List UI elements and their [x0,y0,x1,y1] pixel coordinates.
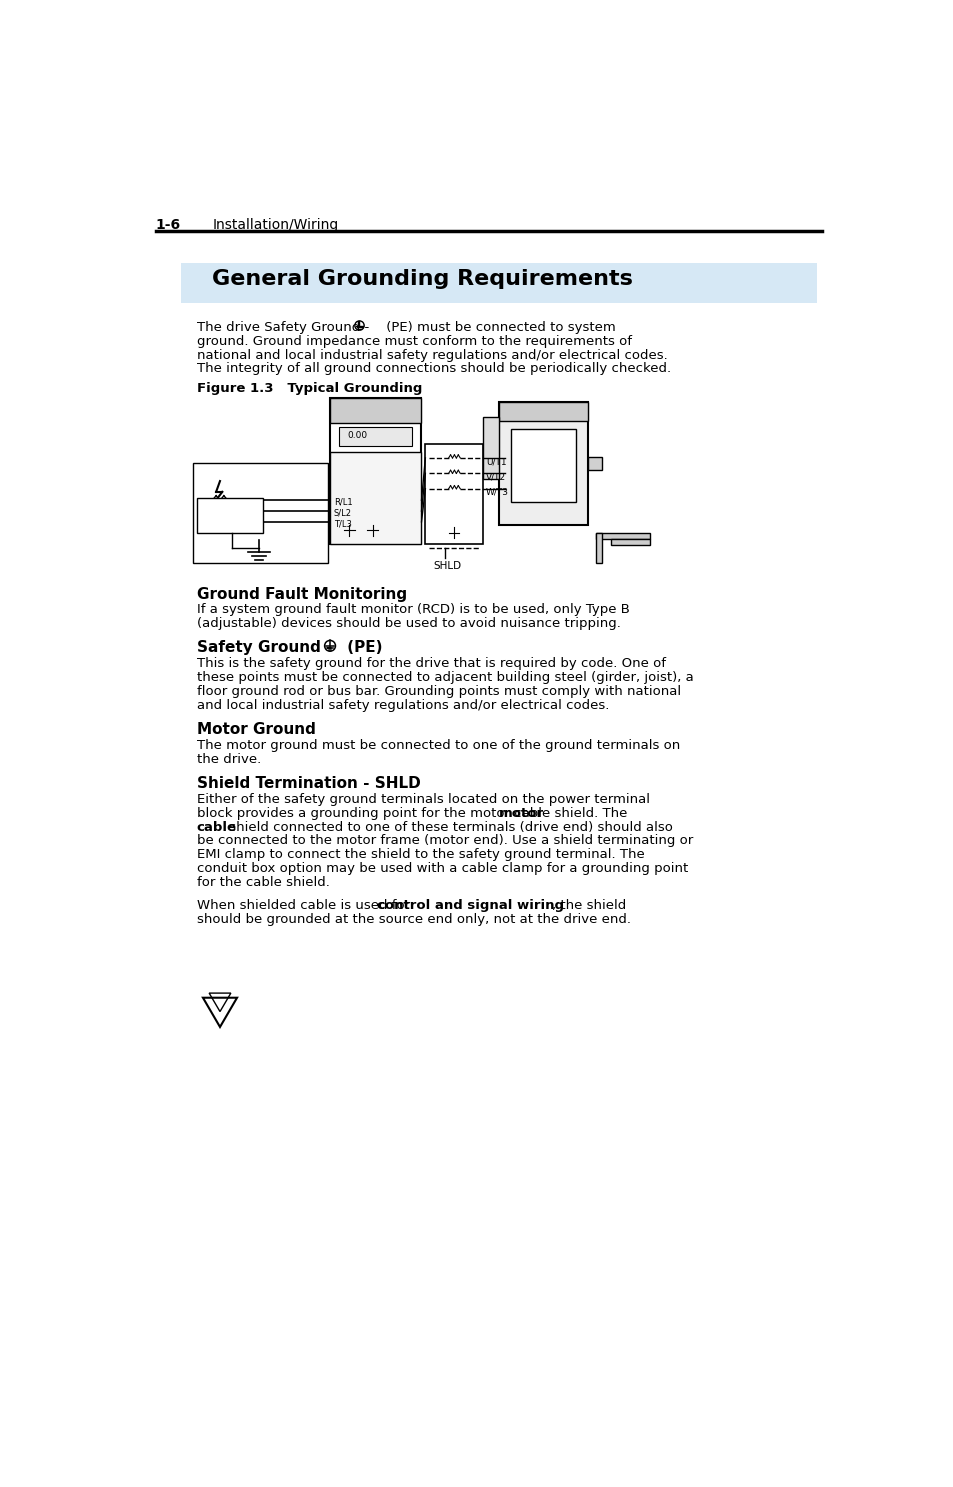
Text: the drive.: the drive. [196,752,261,766]
Text: conduit box option may be used with a cable clamp for a grounding point: conduit box option may be used with a ca… [196,862,687,876]
Circle shape [324,641,335,651]
Text: be connected to the motor frame (motor end). Use a shield terminating or: be connected to the motor frame (motor e… [196,834,692,848]
Text: R/L1: R/L1 [334,498,353,507]
Circle shape [207,510,217,520]
Circle shape [355,321,364,330]
Circle shape [332,434,338,440]
Bar [510,428,576,501]
Text: This is the safety ground for the drive that is required by code. One of: This is the safety ground for the drive … [196,657,665,671]
Text: V/T2: V/T2 [485,473,505,482]
Circle shape [502,407,510,415]
Text: floor ground rod or bus bar. Grounding points must comply with national: floor ground rod or bus bar. Grounding p… [196,686,680,697]
Text: should be grounded at the source end only, not at the drive end.: should be grounded at the source end onl… [196,913,630,926]
Text: Ground Fault Monitoring: Ground Fault Monitoring [196,586,406,602]
Bar [596,532,601,564]
Text: , the shield: , the shield [551,900,625,912]
Text: control and signal wiring: control and signal wiring [377,900,564,912]
Text: If a system ground fault monitor (RCD) is to be used, only Type B: If a system ground fault monitor (RCD) i… [196,604,629,617]
Bar [483,418,498,479]
Text: (adjustable) devices should be used to avoid nuisance tripping.: (adjustable) devices should be used to a… [196,617,620,630]
Bar [596,532,649,538]
Text: SHLD: SHLD [433,561,460,571]
Text: S/L2: S/L2 [334,509,352,517]
Bar [425,445,483,544]
Bar [498,401,587,525]
Bar [181,263,816,303]
Text: The drive Safety Ground -    (PE) must be connected to system: The drive Safety Ground - (PE) must be c… [196,321,615,335]
Text: The integrity of all ground connections should be periodically checked.: The integrity of all ground connections … [196,363,670,376]
Text: Either of the safety ground terminals located on the power terminal: Either of the safety ground terminals lo… [196,793,649,806]
Text: W/T3: W/T3 [485,488,508,497]
Text: When shielded cable is used for: When shielded cable is used for [196,900,414,912]
Circle shape [413,434,418,440]
Text: The motor ground must be connected to one of the ground terminals on: The motor ground must be connected to on… [196,739,679,752]
Text: (PE): (PE) [342,641,382,656]
Circle shape [367,525,377,535]
Circle shape [448,528,459,538]
Text: ground. Ground impedance must conform to the requirements of: ground. Ground impedance must conform to… [196,335,631,348]
Bar [330,399,421,422]
Bar [330,399,421,544]
Bar [611,538,649,544]
Text: for the cable shield.: for the cable shield. [196,876,330,889]
Text: U/T1: U/T1 [485,457,506,467]
Circle shape [373,400,378,406]
Text: block provides a grounding point for the motor cable shield. The: block provides a grounding point for the… [196,807,631,819]
Text: Installation/Wiring: Installation/Wiring [212,219,338,232]
Text: these points must be connected to adjacent building steel (girder, joist), a: these points must be connected to adjace… [196,671,693,684]
Bar [587,457,601,470]
Text: national and local industrial safety regulations and/or electrical codes.: national and local industrial safety reg… [196,348,667,361]
Text: Safety Ground -: Safety Ground - [196,641,337,656]
Bar [498,401,587,421]
Circle shape [237,510,249,520]
Text: 1-6: 1-6 [155,219,181,232]
Text: General Grounding Requirements: General Grounding Requirements [212,269,633,290]
Text: EMI clamp to connect the shield to the safety ground terminal. The: EMI clamp to connect the shield to the s… [196,849,644,861]
Text: Figure 1.3   Typical Grounding: Figure 1.3 Typical Grounding [196,382,421,396]
Circle shape [344,525,355,535]
Bar [339,427,412,446]
Text: Motor Ground: Motor Ground [196,723,315,738]
Text: shield connected to one of these terminals (drive end) should also: shield connected to one of these termina… [224,821,672,834]
Bar [330,452,421,544]
Circle shape [222,510,233,520]
Text: 0.00: 0.00 [347,431,367,440]
Text: and local industrial safety regulations and/or electrical codes.: and local industrial safety regulations … [196,699,608,712]
Text: motor: motor [498,807,543,819]
Text: T/L3: T/L3 [334,519,352,528]
Bar [196,498,262,532]
Bar [193,464,328,564]
Text: Shield Termination - SHLD: Shield Termination - SHLD [196,776,420,791]
Text: cable: cable [196,821,236,834]
